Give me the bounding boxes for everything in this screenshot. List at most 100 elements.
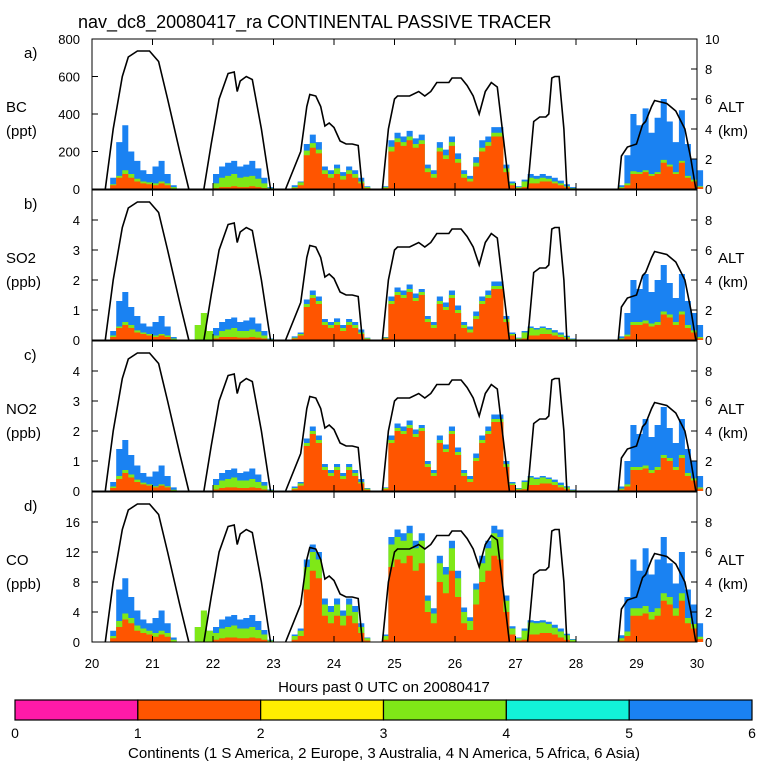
colorbar-tick-label: 5 <box>625 725 633 741</box>
alt-tick-label-b: 0 <box>705 333 712 348</box>
altitude-line-b-3 <box>381 228 511 341</box>
y-tick-label-b: 0 <box>73 333 80 348</box>
altitude-line-d-0 <box>104 503 190 643</box>
chart-title: nav_dc8_20080417_ra CONTINENTAL PASSIVE … <box>78 12 552 33</box>
y-tick-label-d: 8 <box>73 575 80 590</box>
altitude-unit-b: (km) <box>718 274 748 291</box>
alt-tick-label-a: 8 <box>705 62 712 77</box>
altitude-line-d-4 <box>526 528 568 643</box>
y-tick-label-b: 1 <box>73 303 80 318</box>
y-tick-label-a: 800 <box>58 32 80 47</box>
alt-tick-label-d: 8 <box>705 515 712 530</box>
alt-tick-label-d: 4 <box>705 575 712 590</box>
altitude-label-b: ALT <box>718 250 744 267</box>
x-tick-label: 28 <box>569 656 583 671</box>
y-tick-label-d: 4 <box>73 605 80 620</box>
colorbar-swatch-4 <box>382 699 507 721</box>
x-tick-label: 24 <box>327 656 341 671</box>
alt-tick-label-a: 4 <box>705 122 712 137</box>
altitude-line-a-5 <box>617 99 697 190</box>
altitude-line-c-4 <box>526 377 568 492</box>
species-label-c: NO2 <box>6 401 37 418</box>
unit-label-c: (ppb) <box>6 425 41 442</box>
x-tick-label: 26 <box>448 656 462 671</box>
alt-tick-label-b: 6 <box>705 243 712 258</box>
altitude-line-d-1 <box>203 524 272 643</box>
altitude-label-d: ALT <box>718 552 744 569</box>
altitude-unit-d: (km) <box>718 576 748 593</box>
altitude-line-b-4 <box>526 226 568 341</box>
area-b-europe <box>104 289 704 340</box>
alt-tick-label-c: 8 <box>705 364 712 379</box>
y-tick-label-c: 1 <box>73 454 80 469</box>
alt-tick-label-b: 4 <box>705 273 712 288</box>
altitude-line-a-0 <box>104 50 190 190</box>
colorbar-swatch-5 <box>505 699 630 721</box>
altitude-unit-c: (km) <box>718 425 748 442</box>
alt-tick-label-d: 6 <box>705 545 712 560</box>
y-tick-label-b: 2 <box>73 273 80 288</box>
y-tick-label-c: 0 <box>73 484 80 499</box>
altitude-unit-a: (km) <box>718 123 748 140</box>
alt-tick-label-c: 0 <box>705 484 712 499</box>
species-label-b: SO2 <box>6 250 36 267</box>
alt-tick-label-b: 8 <box>705 213 712 228</box>
alt-tick-label-a: 6 <box>705 92 712 107</box>
altitude-line-a-2 <box>284 93 364 190</box>
y-tick-label-c: 2 <box>73 424 80 439</box>
unit-label-b: (ppb) <box>6 274 41 291</box>
colorbar-tick-label: 4 <box>502 725 510 741</box>
panel-a: 0 200 400 600 800 0 2 4 6 8 10 a) BC (ppt) ALT (km) <box>6 32 748 197</box>
y-tick-label-b: 4 <box>73 213 80 228</box>
y-tick-label-d: 0 <box>73 635 80 650</box>
panels: 02004006008000246810a)BC(ppt)ALT(km)0123… <box>6 32 748 650</box>
area-a-europe <box>104 136 704 189</box>
y-tick-label-c: 3 <box>73 394 80 409</box>
colorbar-tick-label: 6 <box>748 725 756 741</box>
colorbar-tick-label: 3 <box>380 725 388 741</box>
alt-tick-label-d: 0 <box>705 635 712 650</box>
unit-label-d: (ppb) <box>6 576 41 593</box>
x-tick-label: 30 <box>690 656 704 671</box>
panel-letter-b: b) <box>24 196 37 213</box>
alt-tick-label-c: 4 <box>705 424 712 439</box>
altitude-line-c-5 <box>617 401 697 492</box>
altitude-line-d-2 <box>284 546 364 643</box>
panel-letter-c: c) <box>24 347 37 364</box>
colorbar-title: Continents (1 S America, 2 Europe, 3 Aus… <box>128 745 640 762</box>
y-tick-label-b: 3 <box>73 243 80 258</box>
altitude-line-c-3 <box>381 379 511 492</box>
altitude-label-c: ALT <box>718 401 744 418</box>
colorbar-swatch-2 <box>137 699 262 721</box>
colorbar-swatch-6 <box>628 699 753 721</box>
altitude-line-b-5 <box>617 250 697 341</box>
altitude-line-b-0 <box>104 201 190 341</box>
colorbar-tick-label: 0 <box>11 725 19 741</box>
colorbar-swatch-3 <box>260 699 385 721</box>
panel-letter-a: a) <box>24 45 37 62</box>
y-tick-label-a: 200 <box>58 145 80 160</box>
panel-letter-d: d) <box>24 498 37 515</box>
altitude-line-c-0 <box>104 352 190 492</box>
alt-tick-label-c: 6 <box>705 394 712 409</box>
x-axis-tick-labels: 20 21 22 23 24 25 26 27 28 29 30 <box>85 656 704 671</box>
y-tick-label-c: 4 <box>73 364 80 379</box>
alt-tick-label-d: 2 <box>705 605 712 620</box>
altitude-line-d-5 <box>617 552 697 643</box>
altitude-label-a: ALT <box>718 99 744 116</box>
area-c-europe <box>104 422 704 491</box>
species-label-d: CO <box>6 552 29 569</box>
y-tick-label-a: 600 <box>58 70 80 85</box>
alt-tick-label-a: 2 <box>705 152 712 167</box>
colorbar-tick-label: 2 <box>257 725 265 741</box>
x-tick-label: 25 <box>387 656 401 671</box>
x-tick-label: 27 <box>508 656 522 671</box>
y-tick-label-d: 16 <box>66 515 80 530</box>
panel-d: 0 4 8 12 16 0 2 4 6 8 d) CO (ppb) ALT (km) <box>6 491 748 650</box>
altitude-line-a-4 <box>526 75 568 190</box>
alt-tick-label-b: 2 <box>705 303 712 318</box>
altitude-line-c-2 <box>284 395 364 492</box>
x-tick-label: 20 <box>85 656 99 671</box>
panel-b: 0 1 2 3 4 0 2 4 6 8 b) SO2 (ppb) ALT (km) <box>6 189 748 348</box>
